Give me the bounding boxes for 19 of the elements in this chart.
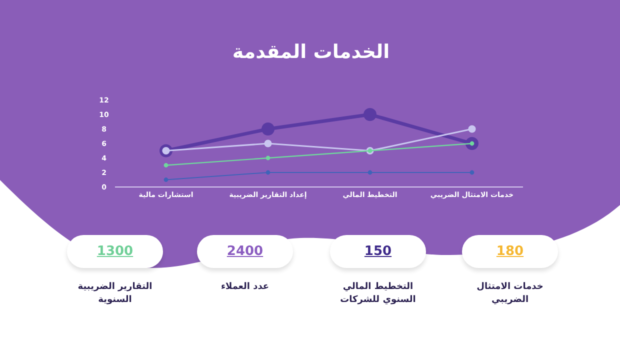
point <box>164 163 168 168</box>
point <box>368 170 372 175</box>
text: 150 <box>364 244 392 259</box>
text: 2400 <box>226 244 264 259</box>
point <box>468 125 476 133</box>
point <box>262 122 274 136</box>
point <box>470 170 474 175</box>
category-label: التقارير الضريبية السنوية <box>76 281 154 307</box>
point <box>266 156 270 160</box>
point <box>364 108 376 121</box>
point <box>164 178 168 182</box>
text: 180 <box>496 244 524 259</box>
chart-title: الخدمات المقدمة <box>232 41 390 63</box>
point <box>266 170 270 175</box>
category-label: التخطيط المالي السنوي للشركات <box>339 281 417 307</box>
category-label: خدمات الامتثال الضريبي <box>476 281 544 307</box>
text: 1300 <box>96 244 134 259</box>
point <box>264 140 272 148</box>
category-label: عدد العملاء <box>220 281 270 294</box>
